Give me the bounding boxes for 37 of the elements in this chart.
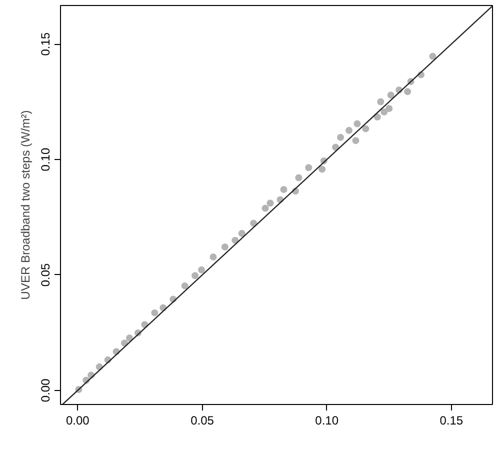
point: [318, 166, 326, 173]
point: [354, 120, 361, 128]
point: [305, 164, 312, 172]
point: [404, 88, 412, 96]
point: [151, 309, 158, 316]
point: [181, 282, 188, 290]
point: [386, 104, 393, 112]
x-tick-label: 0.10: [315, 414, 339, 428]
point: [337, 134, 344, 141]
point: [192, 272, 199, 280]
x-tick-label: 0.15: [440, 414, 464, 428]
point: [238, 230, 246, 237]
point: [374, 114, 381, 121]
point: [262, 204, 269, 212]
point: [332, 144, 340, 151]
point: [352, 137, 360, 144]
point: [280, 186, 288, 194]
point: [377, 98, 384, 106]
point: [126, 334, 134, 342]
y-tick-label: 0.10: [38, 148, 52, 172]
point: [121, 340, 128, 347]
x-tick-label: 0.05: [190, 414, 214, 428]
y-tick-label: 0.05: [38, 262, 52, 287]
point: [362, 125, 370, 132]
point: [266, 200, 274, 207]
point: [429, 52, 436, 60]
point: [221, 244, 228, 251]
y-axis-title: UVER Broadband two steps (W/m²): [18, 110, 32, 300]
point: [387, 92, 394, 99]
point: [380, 108, 388, 116]
point: [210, 253, 217, 260]
point: [346, 126, 352, 134]
y-tick-label: 0.00: [38, 378, 52, 402]
x-tick-label: 0.00: [66, 414, 90, 428]
point: [198, 266, 206, 274]
y-tick-label: 0.15: [38, 32, 52, 56]
point: [295, 174, 302, 182]
